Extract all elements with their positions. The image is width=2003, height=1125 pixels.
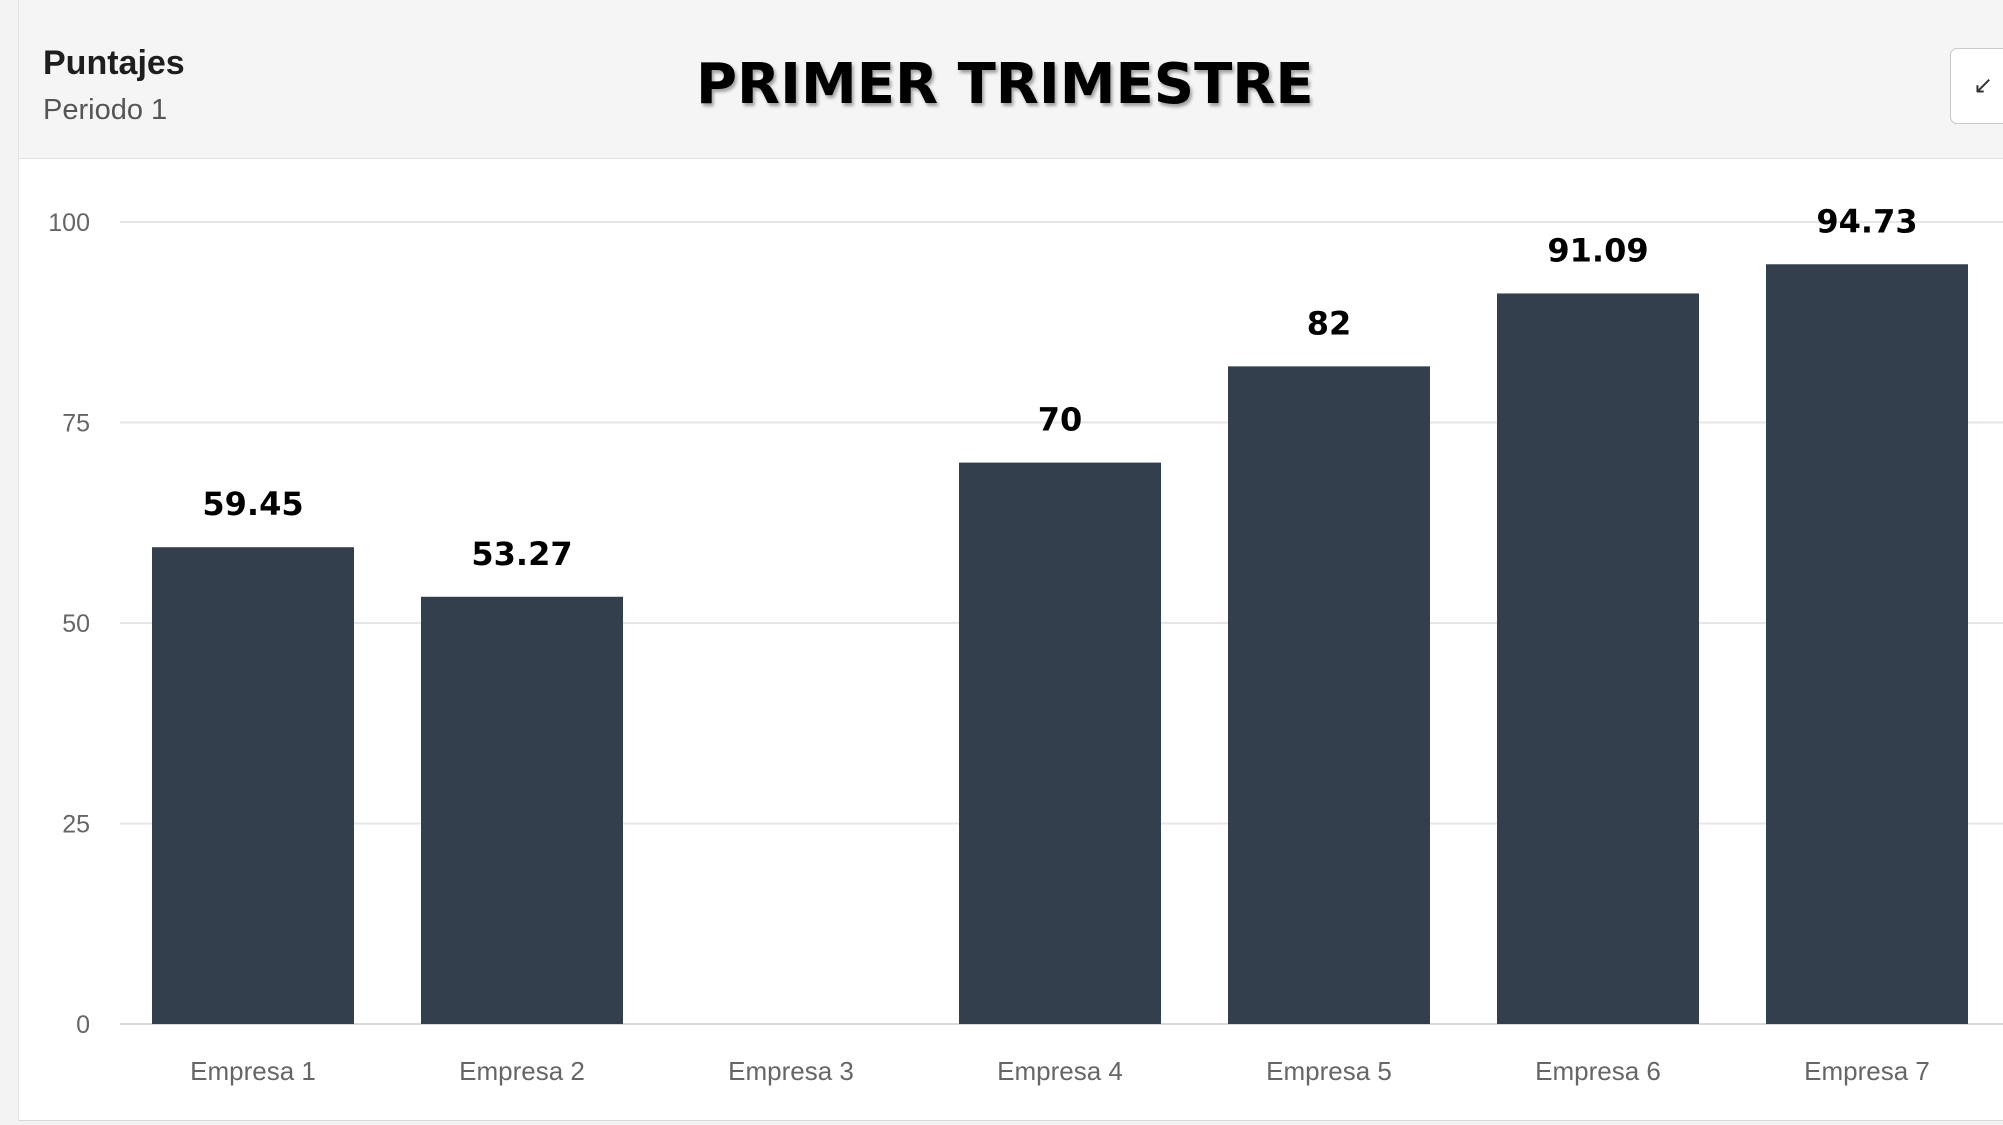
data-label: 70 xyxy=(1038,401,1083,439)
y-tick-label: 75 xyxy=(62,410,90,438)
bar xyxy=(959,462,1161,1025)
x-category-label: Empresa 4 xyxy=(997,1056,1123,1086)
y-tick-label: 50 xyxy=(62,610,90,638)
data-label: 59.45 xyxy=(202,485,303,523)
x-category-label: Empresa 3 xyxy=(728,1056,854,1086)
y-tick-label: 0 xyxy=(76,1011,90,1039)
card-subtitle: Periodo 1 xyxy=(43,94,168,126)
data-label: 53.27 xyxy=(471,535,572,573)
x-category-label: Empresa 6 xyxy=(1535,1056,1661,1086)
bar xyxy=(1497,293,1699,1024)
data-label: 94.73 xyxy=(1816,202,1917,240)
bar xyxy=(1228,366,1430,1024)
data-label: 91.09 xyxy=(1547,231,1648,269)
bar xyxy=(1766,264,1968,1025)
card-header: Puntajes Periodo 1 xyxy=(19,0,2003,159)
x-category-label: Empresa 7 xyxy=(1804,1056,1930,1086)
card-title: Puntajes xyxy=(43,44,185,82)
data-label: 82 xyxy=(1307,304,1352,342)
x-category-label: Empresa 5 xyxy=(1266,1056,1392,1086)
bar xyxy=(152,547,354,1024)
x-category-label: Empresa 1 xyxy=(190,1056,316,1086)
x-category-label: Empresa 2 xyxy=(459,1056,585,1086)
y-tick-label: 100 xyxy=(48,209,90,237)
collapse-button[interactable]: ↙ xyxy=(1950,48,2003,124)
y-tick-label: 25 xyxy=(62,811,90,839)
overlay-title: PRIMER TRIMESTRE xyxy=(696,52,1314,117)
collapse-arrow-icon: ↙ xyxy=(1973,71,1994,99)
bar xyxy=(421,596,623,1024)
